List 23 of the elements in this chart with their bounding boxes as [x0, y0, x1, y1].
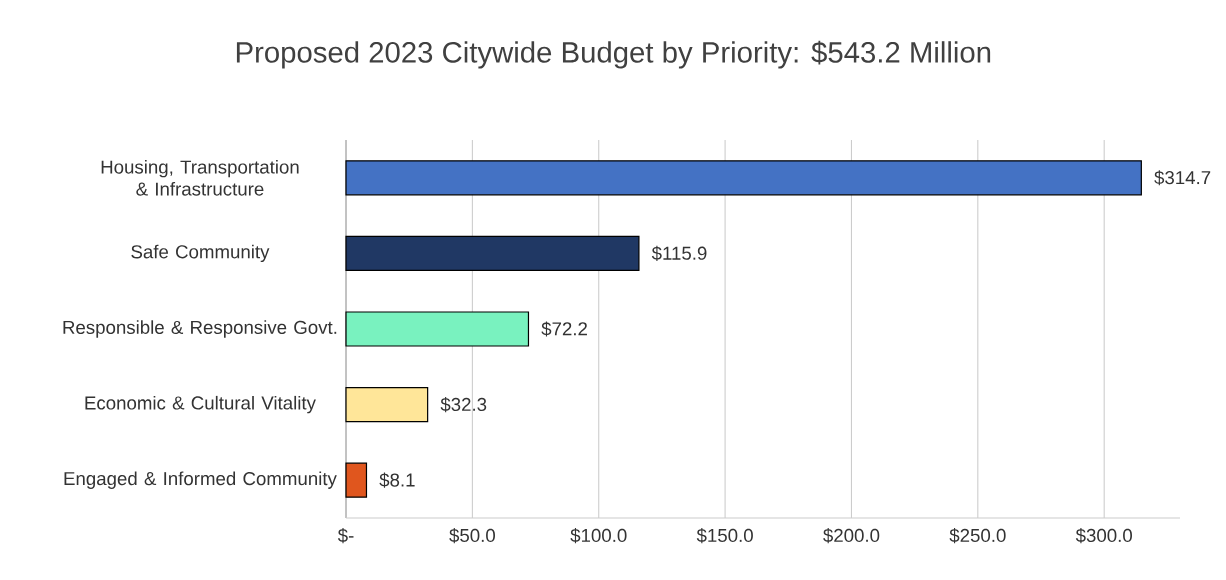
y-tick-label: Engaged & Informed Community [64, 471, 337, 489]
bar [345, 462, 368, 498]
data-label: $72.2 [541, 321, 587, 337]
data-label: $32.3 [440, 397, 487, 413]
y-tick-label: Safe Community [131, 244, 270, 263]
bar [345, 160, 1142, 196]
y-tick-label: Housing, Transportation & Infrastructure [101, 159, 299, 196]
data-label: $8.1 [379, 472, 415, 488]
x-tick-label: $100.0 [570, 528, 627, 544]
x-tick-label: $200.0 [823, 528, 880, 544]
x-tick-label: $250.0 [949, 528, 1006, 544]
x-tick-label: $50.0 [449, 528, 495, 544]
data-label: $115.9 [651, 245, 707, 261]
y-tick-label: Responsible & Responsive Govt. [63, 320, 337, 338]
x-tick-label: $300.0 [1075, 528, 1132, 544]
y-tick-label: Economic & Cultural Vitality [85, 395, 316, 414]
bar [345, 235, 640, 271]
bar [345, 386, 429, 423]
bar [345, 311, 530, 347]
chart-title: Proposed 2023 Citywide Budget by Priority: $543.2 Million [236, 40, 991, 69]
x-tick-label: $150.0 [696, 528, 753, 544]
x-tick-label: $- [337, 528, 354, 544]
data-label: $314.7 [1154, 170, 1211, 186]
